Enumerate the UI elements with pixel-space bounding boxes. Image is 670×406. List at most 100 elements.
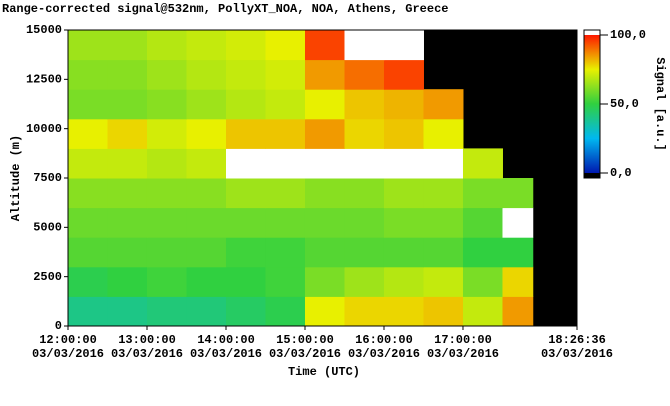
heatmap-cell: [186, 148, 227, 179]
x-tick-date: 03/03/2016: [427, 347, 499, 361]
heatmap-cell: [186, 59, 227, 90]
heatmap-cell: [344, 207, 385, 238]
heatmap-cell: [304, 178, 345, 209]
colorbar: [584, 35, 600, 173]
heatmap-cell: [383, 266, 424, 297]
colorbar-tick-label: 0,0: [610, 166, 632, 180]
heatmap-cell: [225, 207, 266, 238]
heatmap-cell: [462, 178, 503, 209]
heatmap-cell: [68, 266, 108, 297]
heatmap-cell: [462, 266, 503, 297]
heatmap-cell: [423, 296, 464, 327]
heatmap-cell: [186, 89, 227, 120]
heatmap-cell: [265, 178, 306, 209]
heatmap-cell: [107, 178, 148, 209]
colorbar-tick-label: 50,0: [610, 97, 639, 111]
heatmap-cell: [462, 148, 503, 179]
heatmap-cell: [107, 207, 148, 238]
heatmap-cell: [225, 148, 266, 179]
heatmap-cell: [68, 296, 108, 327]
heatmap-cell: [68, 118, 108, 149]
heatmap-cell: [344, 237, 385, 268]
x-tick-date: 03/03/2016: [269, 347, 341, 361]
heatmap-cell: [265, 30, 306, 61]
heatmap-cell: [225, 266, 266, 297]
heatmap-cell: [146, 178, 187, 209]
heatmap-cell: [304, 89, 345, 120]
y-tick-label: 5000: [33, 221, 62, 235]
heatmap-cell: [107, 59, 148, 90]
colorbar-tick-label: 100,0: [610, 28, 646, 42]
x-tick-label: 18:26:36: [548, 333, 606, 347]
x-axis-label: Time (UTC): [288, 365, 360, 379]
heatmap-cell: [423, 118, 464, 149]
heatmap-cell: [423, 237, 464, 268]
colorbar-over: [584, 30, 600, 35]
heatmap-cell: [265, 59, 306, 90]
y-tick-label: 7500: [33, 171, 62, 185]
y-tick-label: 2500: [33, 270, 62, 284]
heatmap-cell: [265, 118, 306, 149]
heatmap-cell: [344, 178, 385, 209]
heatmap-cell: [502, 178, 534, 209]
heatmap-cell: [186, 296, 227, 327]
heatmap-cell: [502, 266, 534, 297]
heatmap-cell: [383, 207, 424, 238]
heatmap-cell: [146, 237, 187, 268]
heatmap-cell: [225, 178, 266, 209]
x-tick-date: 03/03/2016: [111, 347, 183, 361]
x-tick-label: 17:00:00: [434, 333, 492, 347]
colorbar-label: Signal [a.u.]: [653, 57, 667, 151]
heatmap-cell: [383, 296, 424, 327]
heatmap-cell: [383, 237, 424, 268]
heatmap-cell: [146, 148, 187, 179]
x-tick-label: 15:00:00: [276, 333, 334, 347]
heatmap-cell: [304, 118, 345, 149]
heatmap-cell: [68, 30, 108, 61]
heatmap-cell: [225, 296, 266, 327]
y-tick-label: 0: [55, 319, 62, 333]
x-tick-date: 03/03/2016: [190, 347, 262, 361]
x-tick-label: 16:00:00: [355, 333, 413, 347]
x-tick-date: 03/03/2016: [541, 347, 613, 361]
heatmap-cell: [423, 148, 464, 179]
heatmap-cell: [186, 266, 227, 297]
heatmap-cell: [186, 178, 227, 209]
heatmap-cell: [68, 59, 108, 90]
x-tick-label: 13:00:00: [118, 333, 176, 347]
heatmap-cell: [383, 59, 424, 90]
heatmap-cell: [344, 59, 385, 90]
heatmap-cell: [383, 178, 424, 209]
heatmap-cell: [462, 207, 503, 238]
y-tick-label: 15000: [26, 23, 62, 37]
x-tick-label: 12:00:00: [39, 333, 97, 347]
heatmap-cell: [304, 237, 345, 268]
heatmap-cell: [344, 148, 385, 179]
heatmap-cell: [304, 266, 345, 297]
heatmap-cell: [265, 237, 306, 268]
heatmap-cell: [265, 207, 306, 238]
heatmap-cell: [344, 118, 385, 149]
heatmap-cell: [383, 118, 424, 149]
heatmap-cell: [107, 118, 148, 149]
heatmap-cell: [107, 30, 148, 61]
x-tick-date: 03/03/2016: [32, 347, 104, 361]
y-tick-label: 12500: [26, 73, 62, 87]
heatmap-cell: [265, 296, 306, 327]
heatmap-cell: [68, 89, 108, 120]
heatmap-cell: [146, 118, 187, 149]
heatmap-cell: [68, 148, 108, 179]
heatmap-cell: [107, 237, 148, 268]
heatmap-cell: [186, 207, 227, 238]
heatmap-cell: [265, 89, 306, 120]
heatmap-cell: [107, 148, 148, 179]
heatmap-cell: [107, 266, 148, 297]
heatmap-cell: [225, 89, 266, 120]
heatmap-cell: [304, 30, 345, 61]
heatmap-cell: [68, 178, 108, 209]
heatmap-cell: [146, 207, 187, 238]
y-axis-label: Altitude (m): [9, 135, 23, 221]
heatmap-cell: [186, 237, 227, 268]
heatmap-cell: [186, 30, 227, 61]
x-tick-label: 14:00:00: [197, 333, 255, 347]
